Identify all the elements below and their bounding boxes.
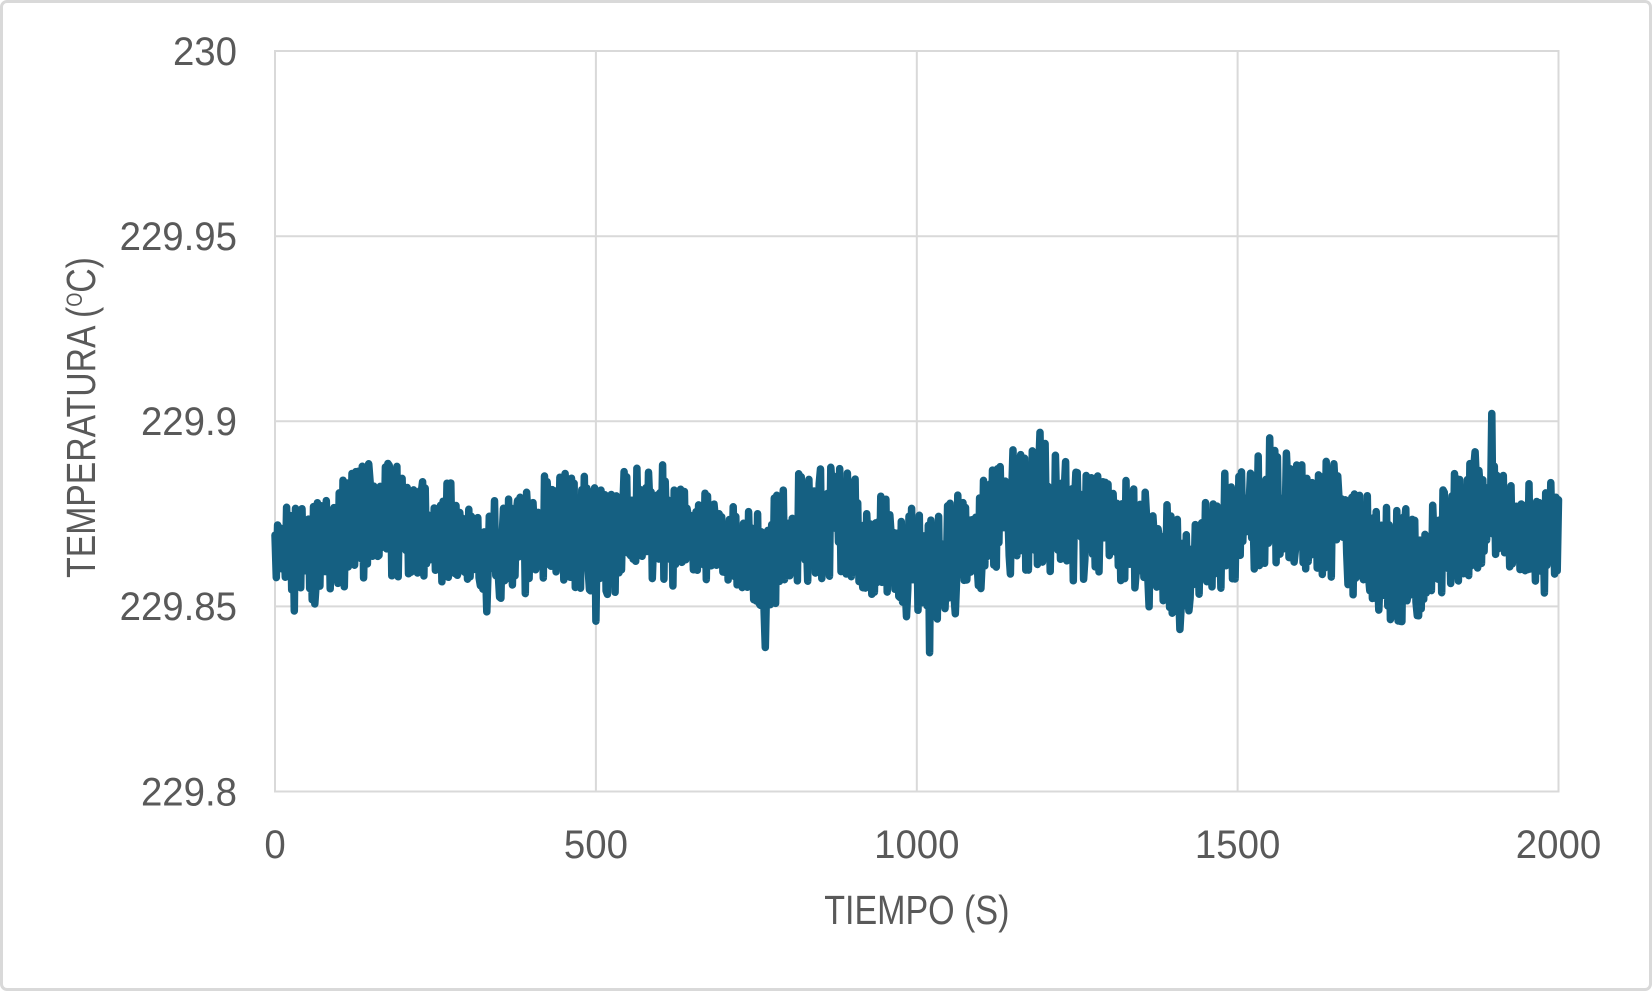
svg-text:500: 500 xyxy=(564,823,628,867)
svg-text:TIEMPO (S): TIEMPO (S) xyxy=(824,887,1009,933)
svg-text:TEMPERATURA (OC): TEMPERATURA (OC) xyxy=(58,257,104,578)
svg-text:229.8: 229.8 xyxy=(141,771,237,815)
svg-text:229.85: 229.85 xyxy=(120,586,237,630)
svg-text:0: 0 xyxy=(264,823,285,867)
svg-text:230: 230 xyxy=(173,30,237,74)
svg-text:1000: 1000 xyxy=(874,823,959,867)
svg-text:229.95: 229.95 xyxy=(120,215,237,259)
svg-text:2000: 2000 xyxy=(1516,823,1601,867)
svg-text:1500: 1500 xyxy=(1195,823,1280,867)
svg-text:229.9: 229.9 xyxy=(141,400,237,444)
